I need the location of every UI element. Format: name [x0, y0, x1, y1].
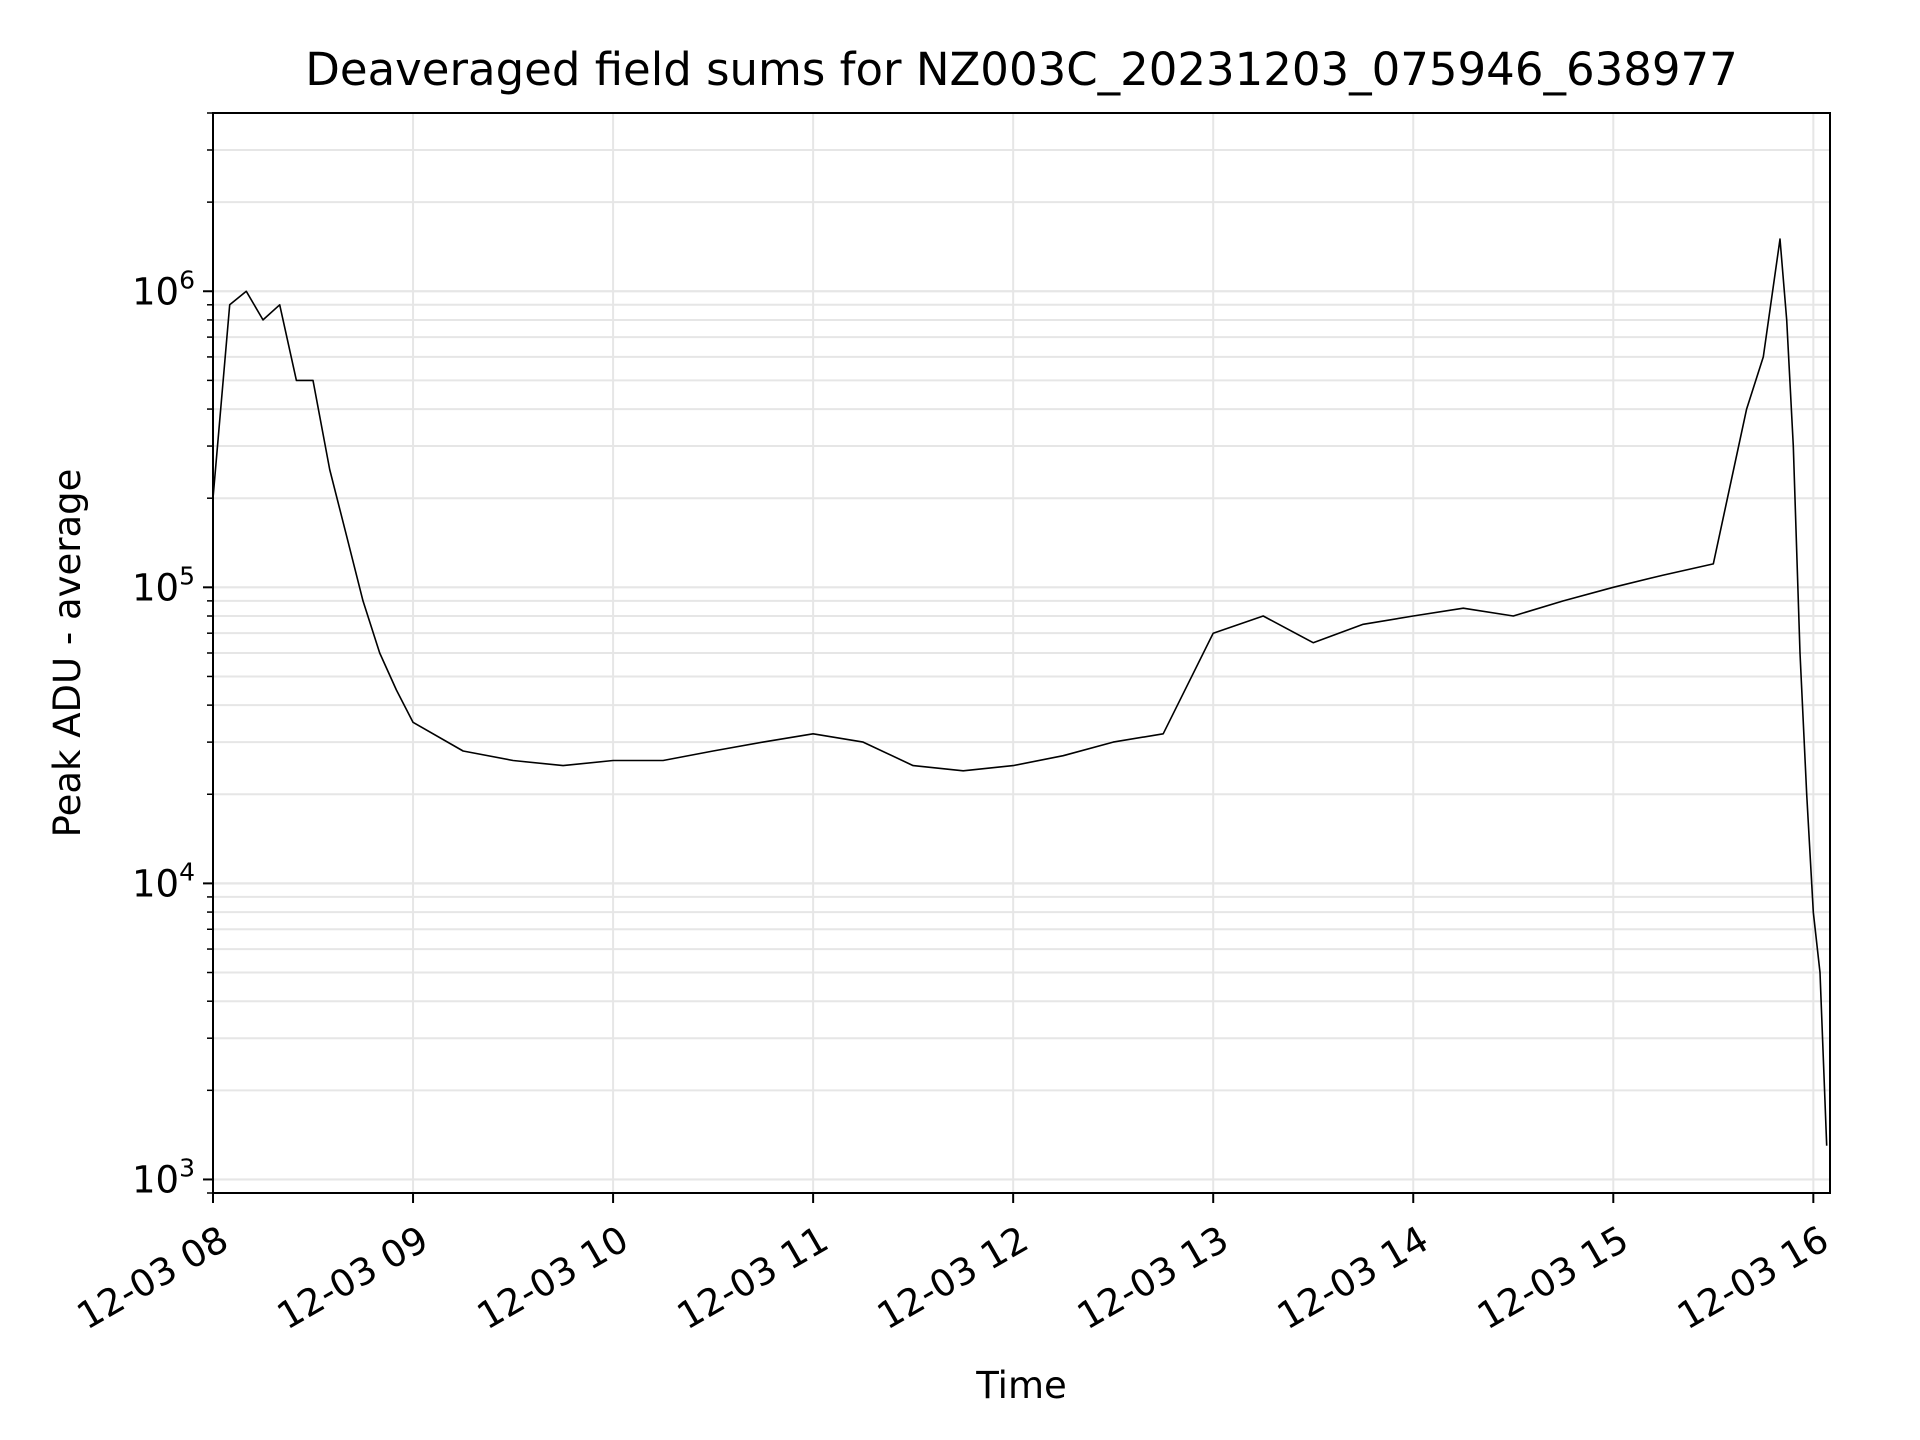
x-tick-label: 12-03 14	[1270, 1218, 1436, 1338]
x-tick-label: 12-03 12	[870, 1218, 1036, 1338]
x-tick-label: 12-03 11	[670, 1218, 836, 1338]
y-tick-label: 106	[132, 265, 195, 313]
x-tick-label: 12-03 13	[1070, 1218, 1236, 1338]
y-axis-label: Peak ADU - average	[46, 469, 89, 838]
x-tick-label: 12-03 15	[1470, 1218, 1636, 1338]
x-tick-label: 12-03 08	[70, 1218, 236, 1338]
x-tick-label: 12-03 10	[470, 1218, 636, 1338]
x-tick-label: 12-03 09	[270, 1218, 436, 1338]
chart-title: Deaveraged field sums for NZ003C_2023120…	[305, 43, 1737, 96]
y-tick-label: 103	[132, 1153, 195, 1201]
axis-ticks: 12-03 08 12-03 09 12-03 10 12-03 11 12-03 12…	[70, 112, 1836, 1338]
series-line	[212, 238, 1828, 1146]
grid	[212, 112, 1830, 1194]
x-axis-label: Time	[975, 1364, 1067, 1407]
x-tick-label: 12-03 16	[1670, 1218, 1836, 1338]
y-tick-label: 104	[132, 857, 195, 905]
y-tick-label: 105	[132, 561, 195, 609]
series-line-layer	[212, 238, 1828, 1146]
